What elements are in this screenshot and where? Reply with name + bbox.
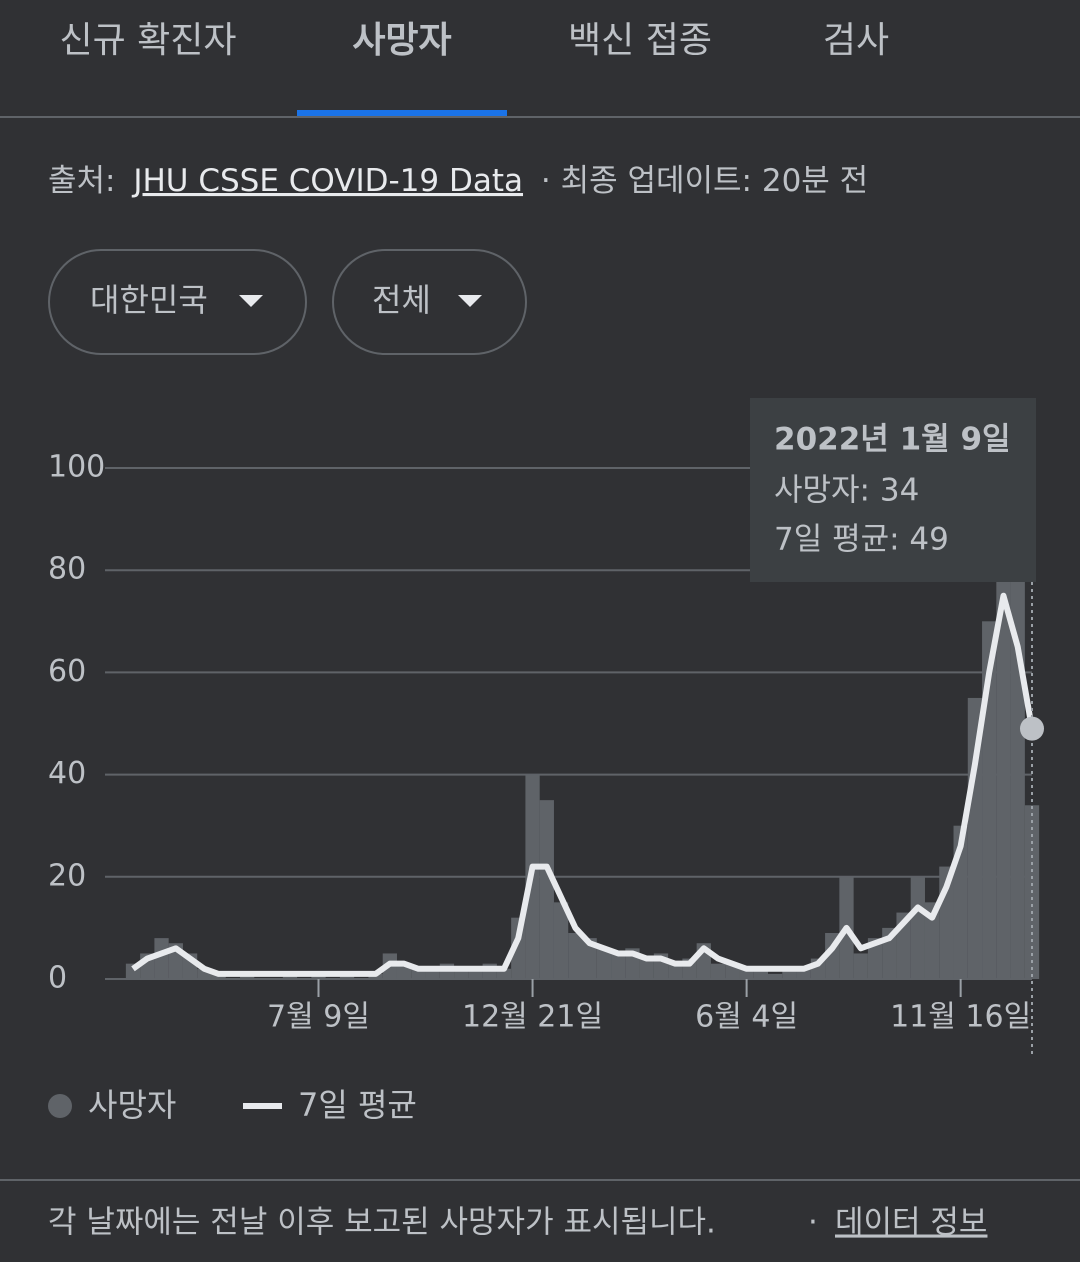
y-tick-label: 100 xyxy=(48,450,105,485)
bar xyxy=(596,948,612,979)
tab[interactable]: 검사 xyxy=(823,20,889,61)
tooltip-date: 2022년 1월 9일 xyxy=(774,422,1011,458)
pill-label: 전체 xyxy=(372,281,431,319)
data-info-link[interactable]: 데이터 정보 xyxy=(835,1205,987,1241)
filter-region[interactable]: 전체 xyxy=(332,249,527,355)
y-tick-label: 80 xyxy=(48,552,86,587)
bar xyxy=(710,963,726,979)
bar xyxy=(454,968,469,979)
bar xyxy=(425,968,440,979)
bar xyxy=(568,933,583,979)
dropdown-arrow xyxy=(239,295,263,307)
bar xyxy=(639,958,654,979)
dropdown-arrow xyxy=(458,295,482,307)
bar xyxy=(753,968,769,979)
source-line: 출처: JHU CSSE COVID-19 Data · 최종 업데이트: 20… xyxy=(48,163,868,199)
pill xyxy=(332,249,527,355)
tab[interactable]: 사망자 xyxy=(352,20,451,61)
y-tick-label: 60 xyxy=(48,654,86,689)
bar xyxy=(197,968,212,979)
bar xyxy=(154,938,169,979)
x-tick-label: 7월 9일 xyxy=(267,1000,370,1035)
source-link[interactable]: JHU CSSE COVID-19 Data xyxy=(131,163,523,199)
bar xyxy=(582,938,597,979)
bar xyxy=(739,968,754,979)
chart: 0 20 40 60 80 100 7월 9일 12월 21일 6월 4일 11월 16일 xyxy=(48,450,1044,1058)
separator: · xyxy=(808,1205,818,1241)
tooltip-line: 7일 평균: 49 xyxy=(774,522,949,558)
x-tick-label: 11월 16일 xyxy=(890,1000,1031,1035)
bar xyxy=(782,968,797,979)
bar xyxy=(910,876,925,979)
update-time: · 최종 업데이트: 20분 전 xyxy=(541,163,868,199)
tooltip-line: 사망자: 34 xyxy=(774,473,919,509)
y-tick-label: 0 xyxy=(48,961,67,996)
bar xyxy=(924,902,940,979)
bar xyxy=(668,963,683,979)
y-tick-label: 20 xyxy=(48,858,86,893)
hover-point xyxy=(1020,716,1044,741)
footer-note: 각 날짜에는 전날 이후 보고된 사망자가 표시됩니다. xyxy=(48,1205,716,1241)
line xyxy=(131,592,1035,977)
active-tab-indicator xyxy=(297,110,507,116)
bar xyxy=(496,968,512,979)
pill-label: 대한민국 xyxy=(90,281,208,319)
bar xyxy=(553,902,569,979)
legend-label: 7일 평균 xyxy=(298,1086,417,1124)
bar xyxy=(853,953,868,979)
tab[interactable]: 신규 확진자 xyxy=(59,20,236,61)
bar xyxy=(468,968,483,979)
source-prefix: 출처: xyxy=(48,163,115,199)
bar xyxy=(768,973,783,979)
tooltip-box xyxy=(750,398,1036,582)
bar xyxy=(796,968,811,979)
bar xyxy=(539,800,554,979)
legend-swatch xyxy=(48,1094,72,1118)
legend-label: 사망자 xyxy=(88,1086,176,1124)
bar xyxy=(611,953,626,979)
filter-country[interactable]: 대한민국 xyxy=(48,249,307,355)
tab[interactable]: 백신 접종 xyxy=(568,20,712,61)
x-tick-label: 12월 21일 xyxy=(462,1000,603,1035)
x-tick-label: 6월 4일 xyxy=(695,1000,798,1035)
y-tick-label: 40 xyxy=(48,756,86,791)
bar xyxy=(867,938,883,979)
legend: 사망자 7일 평균 xyxy=(48,1086,417,1124)
pill xyxy=(48,249,307,355)
bar xyxy=(411,968,426,979)
